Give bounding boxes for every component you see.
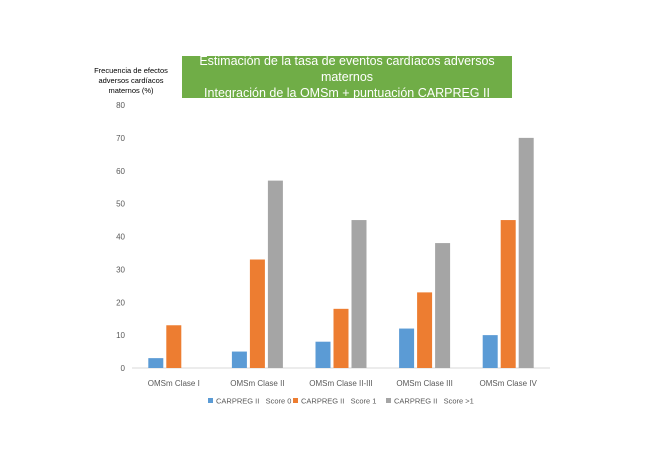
bar-3-3 [351, 220, 367, 368]
legend-swatch-3 [386, 398, 391, 403]
x-tick-label: OMSm Clase III [396, 379, 452, 388]
legend-swatch-1 [208, 398, 213, 403]
bar-1-1 [148, 358, 164, 368]
y-tick-label: 60 [116, 167, 125, 176]
legend-swatch-2 [293, 398, 298, 403]
y-tick-label: 0 [121, 364, 126, 373]
bar-1-5 [482, 335, 498, 368]
y-axis-label: Frecuencia de efectos adversos cardíacos… [86, 66, 176, 96]
x-tick-label: OMSm Clase II-III [309, 379, 373, 388]
bar-1-2 [231, 351, 247, 368]
y-axis-label-line-1: Frecuencia de efectos [94, 66, 168, 75]
legend-label-1: CARPREG II Score 0 [216, 397, 291, 406]
bar-3-5 [518, 137, 534, 368]
bar-2-2 [249, 259, 265, 368]
x-tick-label: OMSm Clase I [148, 379, 200, 388]
y-tick-label: 50 [116, 200, 125, 209]
bar-2-3 [333, 308, 349, 368]
bar-3-4 [435, 243, 451, 368]
chart-title-line-1: Estimación de la tasa de eventos cardíac… [199, 54, 495, 84]
legend-label-3: CARPREG II Score >1 [394, 397, 474, 406]
y-tick-label: 70 [116, 134, 125, 143]
x-tick-label: OMSm Clase II [230, 379, 284, 388]
chart-title-line-2: Integración de la OMSm + puntuación CARP… [204, 86, 490, 100]
bar-3-2 [267, 180, 283, 368]
y-tick-label: 20 [116, 298, 125, 307]
bar-2-5 [500, 220, 516, 368]
bar-1-4 [399, 328, 415, 368]
bar-2-4 [417, 292, 433, 368]
y-tick-label: 30 [116, 265, 125, 274]
y-axis-label-line-3: maternos (%) [108, 86, 154, 95]
legend-label-2: CARPREG II Score 1 [301, 397, 376, 406]
y-axis-label-line-2: adversos cardíacos [98, 76, 164, 85]
bar-1-3 [315, 341, 331, 368]
bar-2-1 [166, 325, 182, 368]
x-tick-label: OMSm Clase IV [480, 379, 538, 388]
y-tick-label: 80 [116, 101, 125, 110]
chart-title-banner: Estimación de la tasa de eventos cardíac… [182, 54, 512, 100]
y-tick-label: 40 [116, 233, 125, 242]
y-tick-label: 10 [116, 331, 125, 340]
